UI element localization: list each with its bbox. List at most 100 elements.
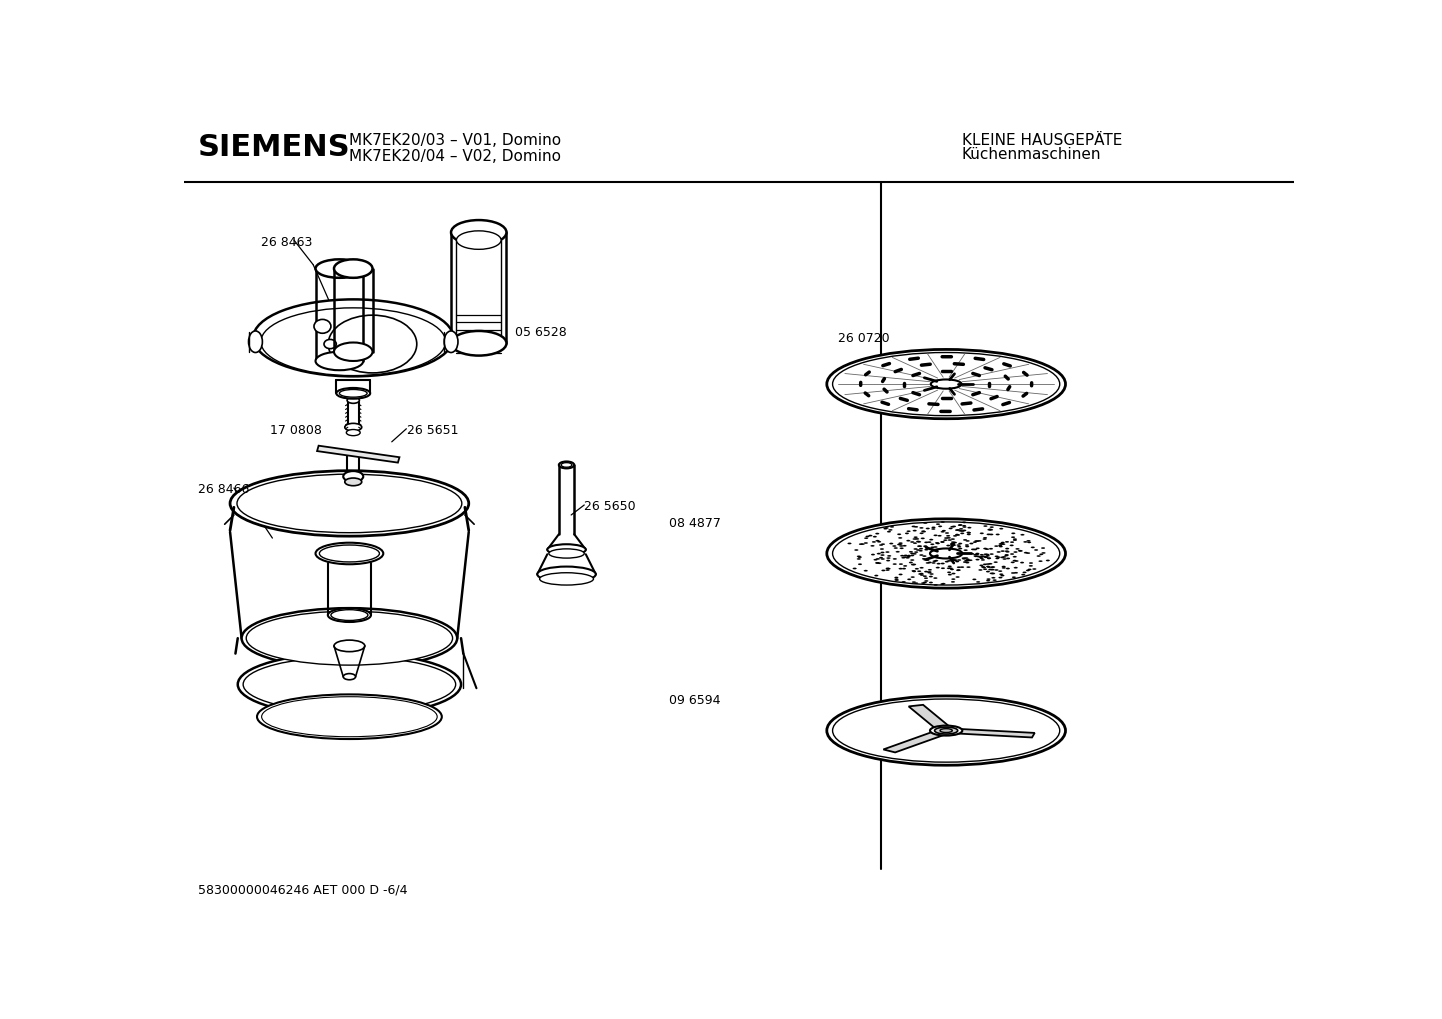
Ellipse shape — [933, 560, 936, 562]
Ellipse shape — [926, 559, 929, 560]
Ellipse shape — [1025, 570, 1030, 572]
Ellipse shape — [898, 537, 903, 539]
Ellipse shape — [957, 546, 962, 547]
Ellipse shape — [877, 541, 881, 542]
Ellipse shape — [335, 260, 372, 278]
Ellipse shape — [335, 342, 372, 361]
Ellipse shape — [895, 551, 900, 552]
Ellipse shape — [937, 535, 942, 537]
Ellipse shape — [887, 568, 891, 570]
Ellipse shape — [1001, 575, 1004, 577]
Ellipse shape — [1027, 541, 1031, 543]
Ellipse shape — [903, 566, 907, 567]
Ellipse shape — [1005, 554, 1008, 555]
Ellipse shape — [998, 577, 1002, 579]
Ellipse shape — [900, 555, 904, 556]
Ellipse shape — [1007, 557, 1009, 559]
Ellipse shape — [945, 537, 947, 539]
Ellipse shape — [911, 564, 914, 566]
Ellipse shape — [1015, 548, 1019, 549]
Polygon shape — [959, 729, 1035, 738]
Ellipse shape — [911, 526, 916, 527]
Ellipse shape — [913, 571, 916, 572]
Ellipse shape — [857, 558, 861, 559]
Ellipse shape — [953, 542, 957, 543]
Ellipse shape — [956, 534, 960, 536]
Ellipse shape — [920, 575, 924, 576]
Ellipse shape — [898, 564, 903, 565]
Ellipse shape — [957, 567, 960, 568]
Ellipse shape — [983, 569, 986, 570]
Ellipse shape — [952, 541, 955, 543]
Ellipse shape — [1014, 567, 1018, 569]
Ellipse shape — [988, 557, 991, 559]
Ellipse shape — [940, 583, 945, 585]
Ellipse shape — [975, 540, 979, 542]
Ellipse shape — [444, 331, 459, 353]
Ellipse shape — [953, 535, 957, 537]
Ellipse shape — [1007, 568, 1009, 570]
Ellipse shape — [1005, 548, 1009, 549]
Ellipse shape — [930, 379, 962, 388]
Ellipse shape — [919, 548, 923, 549]
Ellipse shape — [986, 571, 989, 573]
Ellipse shape — [962, 522, 966, 523]
Ellipse shape — [898, 568, 903, 570]
Ellipse shape — [345, 478, 362, 486]
Ellipse shape — [985, 553, 989, 555]
Ellipse shape — [913, 564, 916, 566]
Ellipse shape — [826, 696, 1066, 765]
Ellipse shape — [960, 533, 965, 534]
Ellipse shape — [908, 551, 913, 552]
Ellipse shape — [451, 220, 506, 245]
Ellipse shape — [911, 570, 916, 572]
Ellipse shape — [956, 570, 960, 571]
Text: SIEMENS: SIEMENS — [198, 133, 350, 162]
Ellipse shape — [986, 580, 991, 582]
Ellipse shape — [913, 553, 917, 554]
Ellipse shape — [893, 564, 897, 565]
Ellipse shape — [921, 582, 926, 584]
Ellipse shape — [1024, 552, 1028, 553]
Ellipse shape — [930, 543, 934, 545]
Ellipse shape — [1032, 569, 1037, 570]
Ellipse shape — [859, 543, 862, 545]
Ellipse shape — [539, 573, 594, 585]
Ellipse shape — [916, 538, 919, 540]
Ellipse shape — [924, 571, 929, 573]
Ellipse shape — [959, 528, 963, 530]
Ellipse shape — [1001, 556, 1004, 558]
Ellipse shape — [966, 558, 969, 560]
Ellipse shape — [906, 533, 908, 534]
Ellipse shape — [924, 546, 927, 547]
Ellipse shape — [910, 559, 914, 560]
Ellipse shape — [908, 561, 913, 564]
Ellipse shape — [857, 555, 861, 557]
Ellipse shape — [934, 728, 957, 734]
Ellipse shape — [903, 545, 907, 546]
Ellipse shape — [952, 544, 956, 546]
Ellipse shape — [989, 573, 994, 574]
Ellipse shape — [907, 556, 910, 557]
Ellipse shape — [898, 543, 903, 545]
Ellipse shape — [960, 567, 965, 568]
Ellipse shape — [947, 560, 952, 561]
Ellipse shape — [999, 543, 1004, 544]
Ellipse shape — [981, 555, 983, 557]
Ellipse shape — [826, 350, 1066, 419]
Ellipse shape — [963, 539, 968, 541]
Ellipse shape — [917, 545, 921, 547]
Ellipse shape — [881, 554, 884, 555]
Ellipse shape — [1028, 569, 1031, 571]
Ellipse shape — [875, 562, 880, 564]
Ellipse shape — [989, 527, 994, 528]
Ellipse shape — [1018, 550, 1022, 551]
Ellipse shape — [894, 547, 898, 549]
Ellipse shape — [952, 526, 956, 527]
Ellipse shape — [877, 553, 881, 554]
Ellipse shape — [968, 527, 972, 529]
Ellipse shape — [893, 558, 897, 559]
Ellipse shape — [963, 526, 966, 528]
Ellipse shape — [945, 532, 949, 534]
Ellipse shape — [1014, 551, 1018, 553]
